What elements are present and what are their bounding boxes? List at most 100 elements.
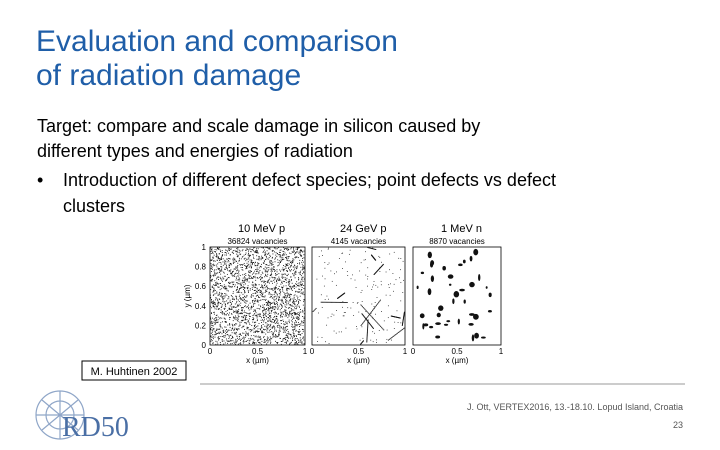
- defect: [229, 334, 231, 336]
- defect: [238, 316, 240, 318]
- defect: [263, 316, 265, 318]
- defect: [212, 252, 214, 254]
- defect: [296, 256, 298, 258]
- defect: [251, 294, 253, 296]
- defect: [402, 324, 403, 325]
- defect: [243, 298, 245, 300]
- defect: [248, 249, 250, 251]
- defect: [216, 291, 218, 293]
- defect: [280, 299, 282, 301]
- defect: [216, 256, 217, 258]
- defect: [276, 248, 278, 250]
- defect: [249, 302, 251, 304]
- defect: [289, 311, 290, 313]
- defect: [217, 333, 219, 334]
- defect: [281, 286, 283, 288]
- defect: [271, 257, 273, 259]
- defect: [255, 277, 257, 279]
- defect: [267, 300, 269, 302]
- defect: [237, 271, 239, 273]
- defect: [367, 324, 369, 326]
- defect: [232, 328, 233, 330]
- bullet-mark: •: [37, 170, 43, 190]
- defect: [293, 343, 295, 345]
- defect: [367, 325, 369, 327]
- x-axis-label: x (µm): [347, 356, 370, 365]
- defect: [286, 304, 288, 306]
- defect: [276, 336, 278, 338]
- defect: [224, 321, 226, 323]
- defect: [268, 248, 270, 250]
- defect: [257, 339, 259, 341]
- defect: [232, 263, 234, 264]
- defect: [272, 282, 273, 284]
- defect: [285, 309, 287, 311]
- defect: [221, 268, 223, 270]
- defect: [296, 313, 298, 315]
- defect: [397, 322, 399, 323]
- defect: [288, 332, 290, 334]
- defect: [275, 299, 277, 301]
- defect: [259, 339, 261, 341]
- defect: [248, 277, 250, 279]
- defect: [303, 272, 305, 274]
- defect: [247, 320, 249, 322]
- defect: [278, 279, 280, 281]
- defect-cluster: [485, 286, 488, 289]
- defect: [258, 313, 260, 315]
- defect: [256, 251, 258, 253]
- defect: [299, 259, 301, 261]
- defect: [267, 288, 268, 290]
- defect: [247, 278, 249, 280]
- defect: [240, 312, 242, 314]
- defect: [257, 313, 259, 315]
- defect: [230, 313, 232, 315]
- defect: [213, 290, 215, 292]
- defect: [266, 264, 268, 266]
- defect: [255, 292, 257, 294]
- defect: [242, 293, 244, 295]
- defect: [298, 288, 300, 290]
- defect: [256, 267, 258, 269]
- defect: [278, 332, 280, 334]
- defect: [268, 329, 270, 331]
- defect: [265, 273, 267, 275]
- defect: [297, 317, 299, 319]
- defect: [259, 338, 261, 340]
- defect: [279, 325, 281, 327]
- defect: [289, 294, 291, 296]
- defect: [218, 286, 220, 288]
- defect: [224, 293, 226, 295]
- defect: [322, 275, 323, 277]
- defect: [288, 301, 290, 303]
- defect: [349, 249, 351, 251]
- defect: [372, 327, 374, 329]
- defect: [278, 277, 280, 279]
- defect: [282, 254, 283, 256]
- defect: [265, 312, 267, 314]
- defect: [271, 327, 273, 329]
- defect: [213, 257, 215, 259]
- defect: [392, 273, 394, 274]
- defect: [213, 287, 215, 289]
- defect: [266, 290, 268, 292]
- defect: [292, 273, 294, 275]
- defect: [237, 269, 239, 271]
- defect: [387, 339, 389, 341]
- defect: [275, 336, 276, 338]
- defect: [219, 318, 221, 320]
- defect: [262, 330, 264, 332]
- defect: [279, 296, 280, 298]
- defect: [300, 311, 302, 313]
- defect: [239, 323, 241, 325]
- defect: [270, 321, 272, 323]
- defect: [250, 267, 252, 269]
- defect: [225, 333, 226, 335]
- defect: [219, 259, 220, 261]
- defect: [365, 310, 367, 312]
- defect: [282, 256, 284, 258]
- defect: [258, 271, 260, 273]
- defect: [215, 298, 217, 300]
- defect: [276, 305, 278, 307]
- defect: [226, 312, 228, 314]
